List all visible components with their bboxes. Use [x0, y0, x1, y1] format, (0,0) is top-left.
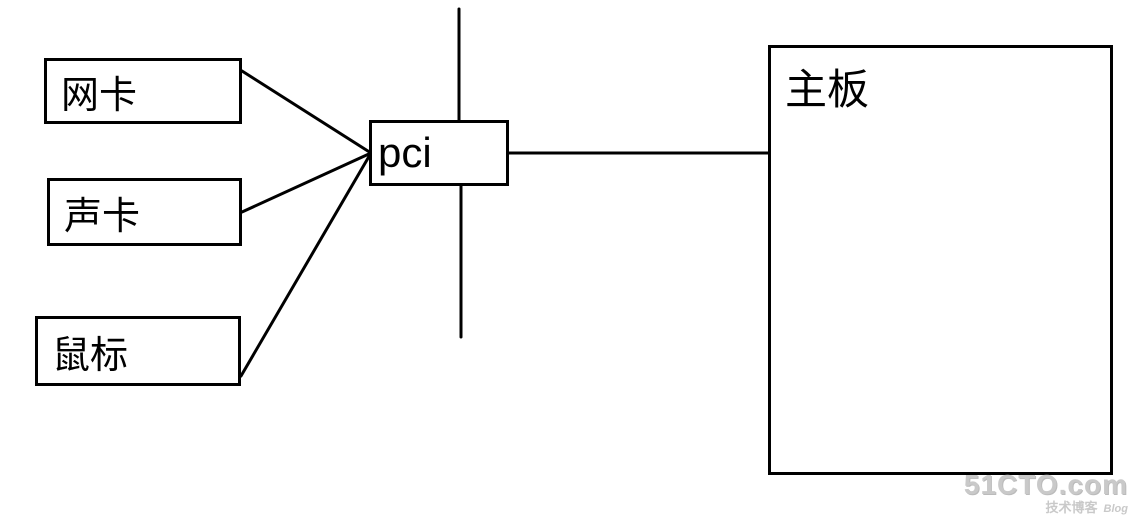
node-label: 网卡 [61, 64, 137, 119]
watermark: 51CTO.com 技术博客Blog [964, 471, 1128, 515]
node-label: 主板 [785, 56, 869, 117]
node-sound-card: 声卡 [47, 178, 242, 246]
node-label: 声卡 [64, 185, 140, 240]
node-mouse: 鼠标 [35, 316, 241, 386]
node-label: 鼠标 [52, 324, 128, 379]
node-label: pci [378, 129, 432, 177]
watermark-subtitle: 技术博客Blog [964, 501, 1128, 515]
watermark-brand: 51CTO.com [964, 471, 1128, 499]
diagram-canvas: 网卡 声卡 鼠标 pci 主板 51CTO.com 技术博客Blog [0, 0, 1140, 521]
node-pci: pci [369, 120, 509, 186]
node-mainboard: 主板 [768, 45, 1113, 475]
node-network-card: 网卡 [44, 58, 242, 124]
